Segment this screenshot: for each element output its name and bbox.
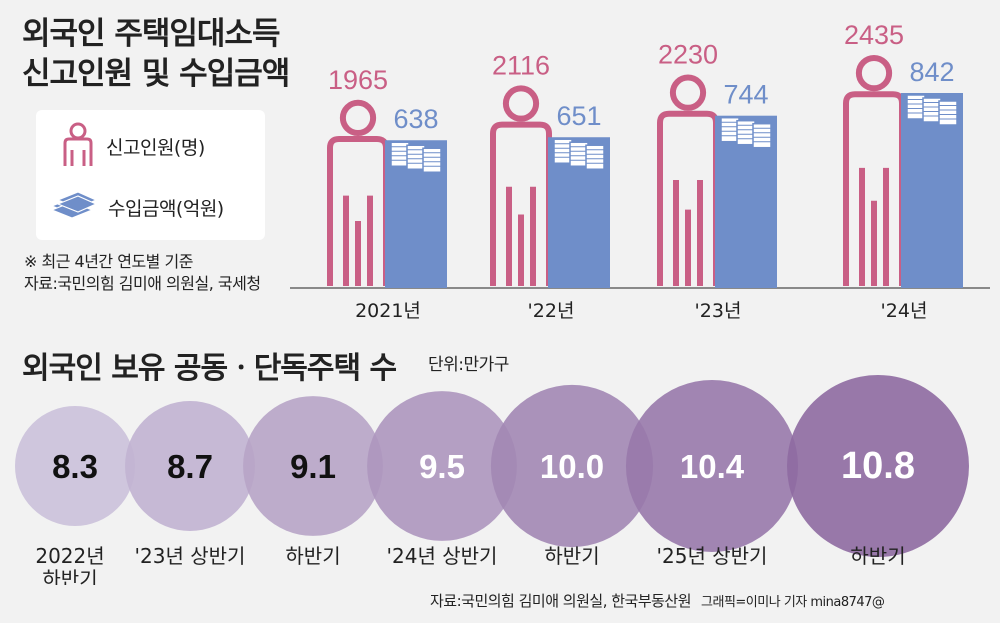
- people-value-label: 2116: [492, 50, 550, 80]
- year-tick-label: '24년: [881, 300, 928, 322]
- top-title-line2: 신고인원 및 수입금액: [22, 56, 290, 92]
- person-figure: [843, 55, 905, 286]
- legend-label-people: 신고인원(명): [106, 136, 205, 159]
- period-tick-label: '25년 상반기: [657, 544, 768, 568]
- footer-source: 자료:국민의힘 김미애 의원실, 한국부동산원 그래픽=이미나 기자 mina87…: [430, 590, 885, 611]
- housing-value-label: 9.1: [290, 448, 336, 485]
- income-value-label: 638: [393, 104, 438, 134]
- housing-circle: [243, 396, 383, 536]
- housing-circle: [15, 406, 135, 526]
- money-stack-icon: [50, 191, 98, 219]
- housing-circle: [787, 375, 969, 557]
- year-tick-label: '22년: [528, 300, 575, 322]
- housing-value-label: 10.4: [680, 448, 745, 485]
- legend-item-income: 수입금액(억원): [50, 190, 224, 224]
- housing-circle: [367, 391, 517, 541]
- people-value-label: 2230: [658, 40, 718, 70]
- person-figure: [327, 99, 389, 286]
- person-figure: [490, 85, 552, 286]
- income-value-label: 744: [723, 80, 768, 110]
- period-tick-label: 2022년: [35, 544, 104, 568]
- top-title-line1: 외국인 주택임대소득: [22, 16, 280, 52]
- period-tick-label: '23년 상반기: [135, 544, 246, 568]
- period-tick-label: 하반기: [285, 544, 340, 568]
- footer-source-text: 자료:국민의힘 김미애 의원실, 한국부동산원: [430, 592, 692, 610]
- bottom-chart-title: 외국인 보유 공동ㆍ단독주택 수: [22, 351, 397, 386]
- income-value-label: 651: [556, 101, 601, 131]
- legend: 신고인원(명) 수입금액(억원): [36, 110, 265, 240]
- legend-label-income: 수입금액(억원): [108, 197, 224, 220]
- year-tick-label: 2021년: [355, 300, 421, 322]
- money-stack-icon: [553, 138, 605, 170]
- money-stack-icon: [720, 116, 772, 149]
- footer-credit: 그래픽=이미나 기자 mina8747@: [701, 595, 885, 610]
- unit-label: 단위:만가구: [428, 355, 509, 375]
- legend-item-people: 신고인원(명): [60, 122, 205, 170]
- period-tick-label: 하반기: [42, 567, 97, 585]
- housing-circle: [625, 379, 799, 553]
- period-tick-label: '24년 상반기: [387, 544, 498, 568]
- housing-value-label: 10.0: [540, 448, 604, 485]
- person-icon: [63, 122, 93, 166]
- top-source: 자료:국민의힘 김미애 의원실, 국세청: [24, 274, 261, 293]
- housing-value-label: 10.8: [841, 445, 915, 487]
- money-stack-icon: [906, 94, 958, 126]
- housing-value-label: 8.7: [167, 448, 213, 485]
- year-tick-label: '23년: [695, 300, 742, 322]
- top-chart-title: 외국인 주택임대소득 신고인원 및 수입금액: [22, 14, 290, 94]
- housing-value-label: 8.3: [52, 448, 98, 485]
- money-stack-icon: [390, 141, 442, 173]
- person-figure: [657, 74, 719, 286]
- note: ※ 최근 4년간 연도별 기준: [24, 252, 193, 271]
- people-value-label: 2435: [844, 20, 904, 50]
- people-value-label: 1965: [328, 65, 388, 95]
- income-value-label: 842: [909, 57, 954, 87]
- period-tick-label: 하반기: [544, 544, 599, 568]
- housing-circle: [125, 401, 255, 531]
- housing-value-label: 9.5: [419, 448, 465, 485]
- housing-circle: [490, 384, 654, 548]
- period-tick-label: 하반기: [850, 544, 905, 568]
